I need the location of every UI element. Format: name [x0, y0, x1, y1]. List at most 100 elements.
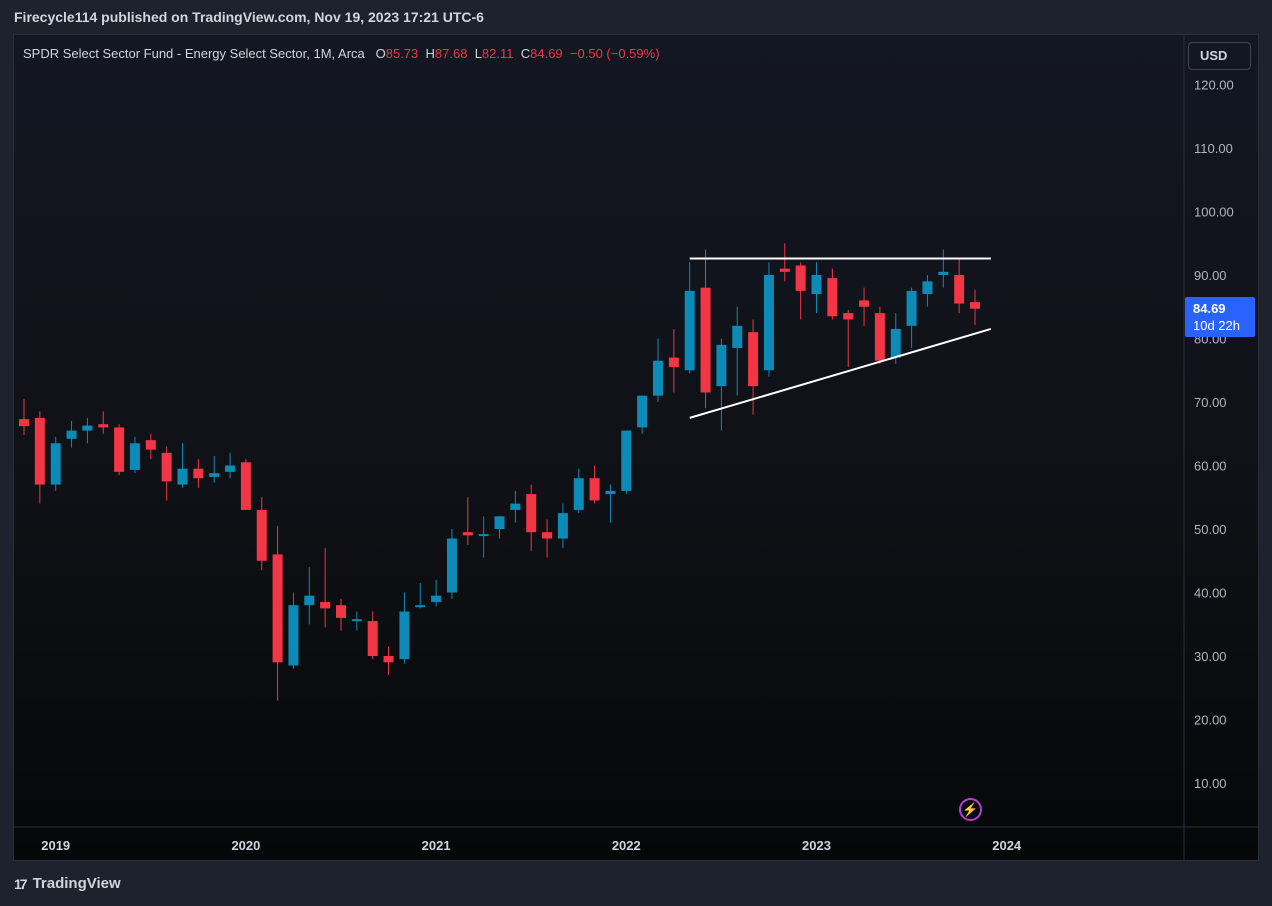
candle-body	[320, 602, 331, 609]
price-axis-label: 110.00	[1194, 141, 1233, 156]
candle-body	[304, 595, 315, 606]
symbol-legend: SPDR Select Sector Fund - Energy Select …	[23, 46, 660, 61]
candle-body	[66, 430, 77, 439]
candle-body	[938, 271, 949, 275]
last-price-tag: 84.69 10d 22h	[1185, 297, 1255, 337]
price-axis-label: 40.00	[1194, 586, 1227, 601]
price-axis-label: 120.00	[1194, 78, 1234, 93]
candle-body	[621, 430, 632, 491]
time-axis-label: 2023	[802, 838, 831, 853]
price-axis-label: 100.00	[1194, 205, 1234, 220]
candle-body	[367, 621, 378, 656]
candle-body	[510, 503, 521, 510]
candle-body	[415, 605, 426, 608]
candle-body	[494, 516, 505, 529]
candle-body	[557, 513, 568, 539]
candle-body	[970, 302, 980, 309]
price-axis: 120.00110.00100.0090.0080.0070.0060.0050…	[1194, 78, 1234, 792]
candle-body	[383, 656, 394, 663]
price-axis-label: 50.00	[1194, 522, 1227, 537]
low-value: 82.11	[481, 46, 514, 61]
candle-body	[129, 443, 140, 470]
candle-body	[193, 468, 204, 479]
candle-body	[478, 534, 489, 537]
candle-body	[748, 332, 759, 387]
candle-body	[542, 532, 553, 539]
candle-body	[114, 427, 125, 472]
close-label: C	[520, 46, 531, 61]
candle-body	[779, 268, 790, 272]
candle-body	[161, 452, 172, 482]
candle-body	[50, 443, 61, 485]
trendline-layer	[689, 257, 992, 419]
candle-body	[700, 287, 711, 393]
symbol-description: SPDR Select Sector Fund - Energy Select …	[23, 46, 365, 61]
candle-body	[431, 595, 442, 603]
bar-countdown: 10d 22h	[1193, 318, 1240, 333]
candle-body	[272, 554, 283, 663]
candle-body	[336, 605, 346, 618]
high-label: H	[425, 46, 435, 61]
candle-body	[573, 478, 584, 510]
candle-body	[209, 473, 220, 477]
candle-body	[763, 275, 774, 371]
candle-body	[843, 313, 854, 320]
price-axis-label: 30.00	[1194, 649, 1227, 664]
low-label: L	[474, 46, 482, 61]
currency-button[interactable]: USD	[1188, 42, 1251, 70]
tradingview-brand-text: TradingView	[32, 875, 121, 892]
candle-body	[859, 300, 870, 307]
candle-body	[653, 360, 663, 396]
price-axis-label: 20.00	[1194, 713, 1227, 728]
chart-pane[interactable]: 120.00 110.00 100.00 90.00 80.00 70.00 60.00 50…	[13, 34, 1259, 861]
candle-body	[34, 417, 45, 485]
time-axis-label: 2019	[41, 838, 70, 853]
high-value: 87.68	[434, 46, 468, 61]
candle-body	[82, 425, 93, 431]
price-axis-label: 70.00	[1194, 395, 1227, 410]
candle-body	[98, 424, 109, 428]
candle-body	[954, 275, 965, 304]
time-axis-label: 2022	[612, 838, 641, 853]
candle-body	[177, 468, 188, 485]
candle-body	[922, 281, 933, 295]
candle-body	[589, 478, 600, 501]
last-price-value: 84.69	[1193, 301, 1226, 316]
close-value: 84.69	[530, 46, 563, 61]
candle-body	[637, 395, 648, 428]
candle-body	[256, 509, 267, 561]
tradingview-logo-icon: 17	[14, 875, 28, 892]
price-change: −0.50 (−0.59%)	[569, 46, 660, 61]
published-header: Firecycle114 published on TradingView.co…	[14, 9, 484, 25]
trendline	[689, 328, 992, 419]
candle-body	[827, 278, 838, 317]
candle-body	[684, 290, 695, 371]
price-axis-label: 60.00	[1194, 459, 1227, 474]
time-axis-label: 2024	[992, 838, 1022, 853]
candle-body	[399, 611, 410, 660]
open-value: 85.73	[385, 46, 419, 61]
open-label: O	[375, 46, 386, 61]
candle-body	[446, 538, 457, 593]
candle-body	[240, 462, 251, 510]
candle-body	[351, 619, 362, 622]
candle-body	[668, 357, 679, 368]
candle-body	[462, 532, 473, 536]
candle-body	[288, 605, 299, 666]
time-axis-label: 2021	[422, 838, 451, 853]
lightning-icon[interactable]: ⚡	[959, 798, 982, 821]
time-axis: 2019 2020 2021 2022 2023 2024	[41, 838, 1022, 853]
candle-body	[874, 313, 885, 361]
candle-body	[526, 494, 537, 533]
candle-body	[732, 325, 743, 349]
chart-canvas[interactable]: 120.00110.00100.0090.0080.0070.0060.0050…	[14, 35, 1258, 860]
candle-body	[19, 419, 29, 427]
price-axis-label: 90.00	[1194, 268, 1227, 283]
price-axis-label: 10.00	[1194, 776, 1227, 791]
candle-body	[795, 265, 806, 291]
body-layer	[19, 265, 980, 666]
candle-body	[906, 290, 917, 326]
candle-body	[890, 328, 901, 358]
tradingview-logo[interactable]: 17 TradingView	[14, 875, 121, 892]
candle-body	[605, 490, 616, 495]
